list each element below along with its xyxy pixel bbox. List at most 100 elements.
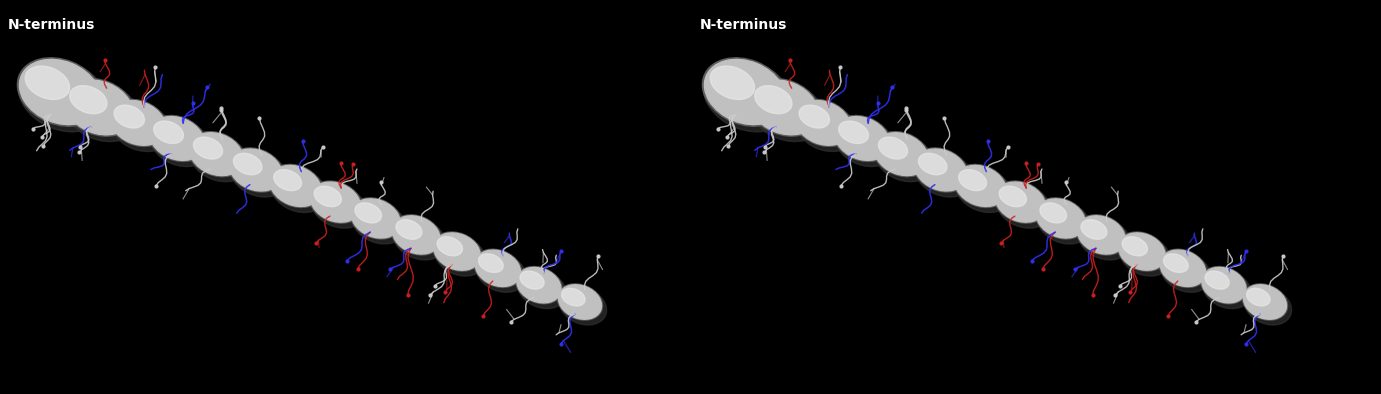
Ellipse shape (1036, 198, 1087, 239)
Ellipse shape (271, 165, 320, 206)
Ellipse shape (475, 250, 521, 286)
Ellipse shape (355, 203, 381, 223)
Ellipse shape (1159, 249, 1207, 287)
Ellipse shape (954, 164, 1007, 208)
Ellipse shape (750, 81, 824, 141)
Ellipse shape (189, 133, 243, 176)
Ellipse shape (434, 233, 481, 270)
Ellipse shape (1120, 235, 1171, 276)
Ellipse shape (351, 198, 402, 239)
Ellipse shape (795, 102, 856, 152)
Ellipse shape (1081, 220, 1108, 239)
Ellipse shape (1244, 287, 1291, 325)
Ellipse shape (271, 167, 327, 212)
Ellipse shape (1117, 232, 1167, 271)
Ellipse shape (438, 237, 463, 256)
Ellipse shape (1243, 285, 1287, 319)
Ellipse shape (25, 66, 69, 99)
Ellipse shape (18, 60, 108, 132)
Ellipse shape (750, 80, 818, 135)
Ellipse shape (838, 121, 869, 143)
Ellipse shape (1040, 203, 1066, 223)
Ellipse shape (996, 182, 1045, 222)
Ellipse shape (432, 232, 482, 271)
Ellipse shape (435, 235, 486, 276)
Ellipse shape (710, 66, 754, 99)
Ellipse shape (228, 148, 283, 192)
Ellipse shape (558, 284, 602, 320)
Ellipse shape (19, 59, 101, 125)
Ellipse shape (1161, 252, 1211, 292)
Ellipse shape (476, 252, 526, 292)
Ellipse shape (800, 105, 830, 128)
Ellipse shape (562, 288, 586, 306)
Ellipse shape (876, 135, 934, 182)
Ellipse shape (754, 85, 791, 114)
Ellipse shape (913, 148, 968, 192)
Ellipse shape (1203, 269, 1251, 309)
Ellipse shape (1123, 237, 1148, 256)
Ellipse shape (396, 220, 423, 239)
Ellipse shape (269, 164, 322, 208)
Ellipse shape (956, 165, 1007, 206)
Ellipse shape (193, 137, 222, 159)
Text: N-terminus: N-terminus (700, 18, 787, 32)
Ellipse shape (956, 167, 1012, 212)
Ellipse shape (65, 81, 139, 141)
Ellipse shape (1079, 218, 1131, 260)
Ellipse shape (996, 184, 1051, 228)
Ellipse shape (394, 218, 446, 260)
Ellipse shape (558, 285, 602, 319)
Ellipse shape (873, 132, 929, 177)
Ellipse shape (69, 85, 106, 114)
Ellipse shape (916, 151, 972, 197)
Ellipse shape (918, 153, 947, 175)
Ellipse shape (110, 102, 171, 152)
Ellipse shape (1200, 267, 1247, 304)
Ellipse shape (1247, 288, 1271, 306)
Ellipse shape (313, 186, 341, 207)
Ellipse shape (229, 149, 282, 191)
Ellipse shape (749, 79, 820, 136)
Ellipse shape (231, 151, 287, 197)
Ellipse shape (474, 249, 522, 287)
Ellipse shape (109, 99, 167, 147)
Ellipse shape (1077, 216, 1126, 254)
Ellipse shape (1119, 233, 1166, 270)
Ellipse shape (309, 181, 362, 223)
Ellipse shape (18, 58, 102, 126)
Ellipse shape (188, 132, 244, 177)
Ellipse shape (1243, 284, 1287, 320)
Ellipse shape (1036, 199, 1085, 238)
Ellipse shape (1076, 215, 1127, 255)
Ellipse shape (311, 182, 360, 222)
Ellipse shape (704, 59, 786, 125)
Ellipse shape (1160, 250, 1206, 286)
Ellipse shape (834, 117, 889, 160)
Ellipse shape (914, 149, 967, 191)
Ellipse shape (958, 170, 986, 191)
Ellipse shape (273, 170, 301, 191)
Ellipse shape (311, 184, 366, 228)
Ellipse shape (994, 181, 1047, 223)
Ellipse shape (703, 58, 787, 126)
Ellipse shape (65, 80, 133, 135)
Ellipse shape (1164, 254, 1188, 273)
Ellipse shape (148, 115, 206, 162)
Ellipse shape (1037, 201, 1091, 244)
Ellipse shape (795, 100, 851, 145)
Ellipse shape (64, 79, 135, 136)
Ellipse shape (703, 60, 793, 132)
Ellipse shape (392, 216, 441, 254)
Ellipse shape (836, 118, 895, 167)
Ellipse shape (833, 115, 891, 162)
Ellipse shape (153, 121, 184, 143)
Ellipse shape (874, 133, 928, 176)
Ellipse shape (559, 287, 606, 325)
Ellipse shape (191, 135, 249, 182)
Ellipse shape (351, 199, 400, 238)
Ellipse shape (1201, 268, 1246, 303)
Ellipse shape (521, 271, 544, 289)
Ellipse shape (515, 267, 562, 304)
Ellipse shape (878, 137, 907, 159)
